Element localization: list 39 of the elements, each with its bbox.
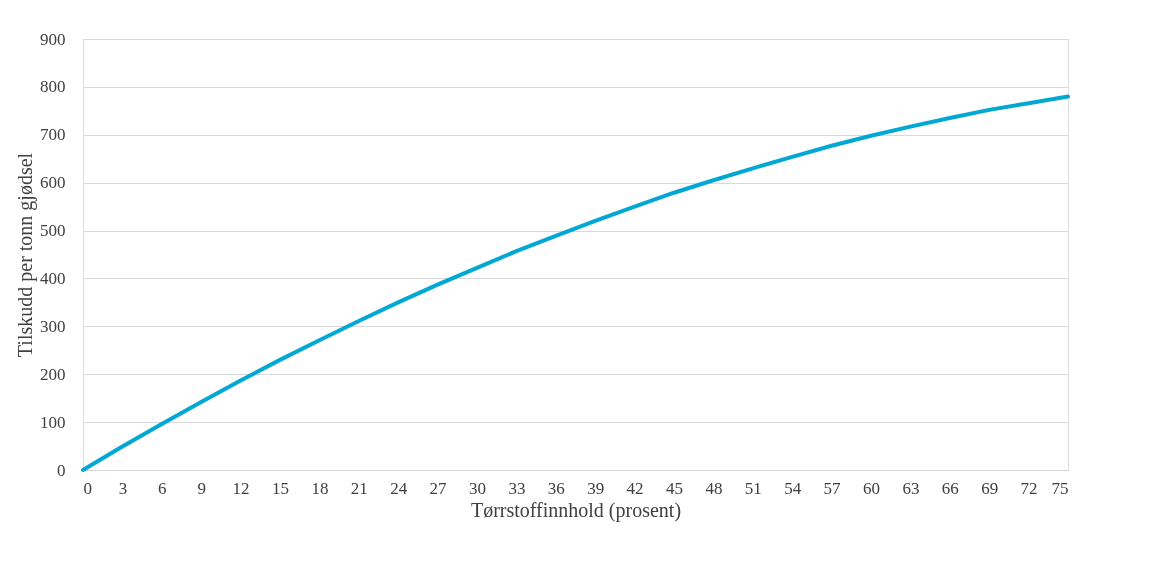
x-tick-label: 9 xyxy=(197,478,206,498)
x-tick-label: 57 xyxy=(823,478,842,498)
x-tick-label: 72 xyxy=(1020,478,1038,498)
x-tick-label: 24 xyxy=(390,478,408,498)
y-tick-label: 200 xyxy=(40,364,66,384)
y-tick-label: 500 xyxy=(40,221,66,241)
x-tick-label: 18 xyxy=(311,478,329,498)
x-tick-label: 42 xyxy=(626,478,644,498)
x-tick-label: 54 xyxy=(784,478,802,498)
x-tick-label: 60 xyxy=(863,478,880,498)
x-tick-label: 12 xyxy=(232,478,250,498)
x-tick-label: 36 xyxy=(547,478,565,498)
x-tick-label: 63 xyxy=(902,478,920,498)
x-tick-label: 30 xyxy=(469,478,486,498)
x-tick-label: 51 xyxy=(744,478,762,498)
y-tick-label: 100 xyxy=(40,412,66,432)
x-tick-label: 66 xyxy=(941,478,959,498)
x-tick-label: 6 xyxy=(158,478,167,498)
x-tick-label: 39 xyxy=(587,478,605,498)
x-tick-label: 3 xyxy=(118,478,128,498)
x-tick-label: 48 xyxy=(705,478,723,498)
y-tick-label: 0 xyxy=(57,460,66,480)
y-tick-label: 400 xyxy=(40,268,66,288)
x-tick-label: 27 xyxy=(429,478,448,498)
x-tick-label: 45 xyxy=(666,478,683,498)
y-axis-title: Tilskudd per tonn gjødsel xyxy=(14,152,37,358)
x-tick-label: 75 xyxy=(1051,478,1069,498)
x-tick-label: 0 xyxy=(83,478,92,498)
x-axis-title: Tørrstoffinnhold (prosent) xyxy=(470,498,682,522)
x-tick-label: 69 xyxy=(981,478,999,498)
line-series xyxy=(81,94,1070,472)
y-tick-label: 700 xyxy=(40,125,66,145)
y-tick-label: 300 xyxy=(40,316,66,336)
y-tick-label: 600 xyxy=(40,173,66,193)
y-tick-label: 800 xyxy=(40,77,66,97)
x-tick-label: 15 xyxy=(272,478,289,498)
x-tick-label: 33 xyxy=(508,478,526,498)
x-tick-label: 21 xyxy=(350,478,368,498)
y-tick-label: 900 xyxy=(40,29,66,49)
